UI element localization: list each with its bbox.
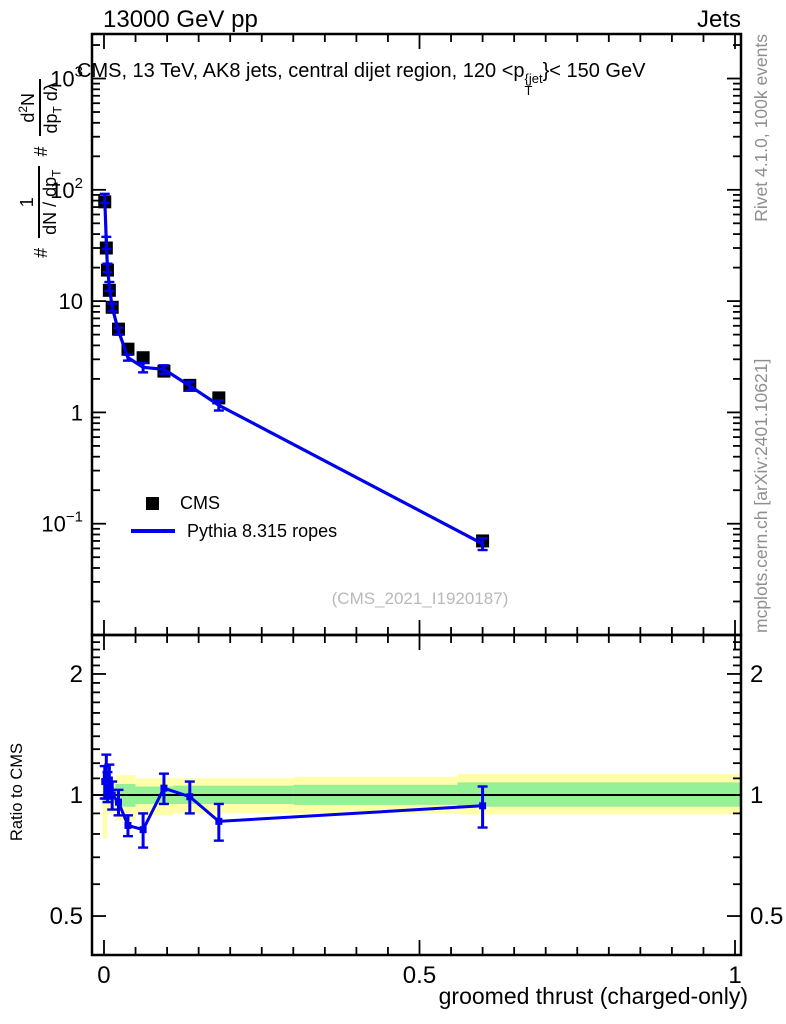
beam-energy-title: 13000 GeV pp <box>103 6 258 33</box>
mcplots-reference-text: mcplots.cern.ch [arXiv:2401.10621] <box>751 358 771 633</box>
condition-subscript: T <box>524 83 533 98</box>
x-tick-label: 1 <box>728 962 741 989</box>
ratio-data-point <box>215 817 223 825</box>
pt-jet-subsup: {jet T <box>524 71 543 98</box>
ylabel-hash-2: # <box>30 146 51 157</box>
ratio-y-tick-label-right: 1 <box>750 782 763 809</box>
ratio-y-tick-label-left: 0.5 <box>50 903 83 930</box>
legend-item-pythia: Pythia 8.315 ropes <box>131 517 337 545</box>
watermark: (CMS_2021_I1920187) <box>331 589 509 608</box>
cms-data-point <box>136 351 150 365</box>
condition-superscript: {jet <box>524 71 543 86</box>
outer-uncertainty-band <box>102 778 108 839</box>
cms-square-marker <box>146 496 159 510</box>
x-axis-title: groomed thrust (charged-only) <box>438 983 748 1009</box>
ratio-data-point <box>186 793 194 801</box>
analysis-group-title: Jets <box>696 6 741 33</box>
condition-text: CMS, 13 TeV, AK8 jets, central dijet reg… <box>77 60 645 97</box>
axis-ticks <box>92 34 741 955</box>
ratio-y-tick-label-left: 1 <box>70 782 83 809</box>
ratio-data-point <box>124 821 132 829</box>
condition-suffix: }< 150 GeV <box>542 60 646 82</box>
main-y-tick-label: 10 <box>59 289 83 314</box>
series-pythia <box>99 192 488 552</box>
ratio-data-point <box>101 778 109 786</box>
ratio-data-point <box>105 776 113 784</box>
ylabel-hash-1: # <box>30 247 51 258</box>
ratio-data-point <box>139 826 147 834</box>
ylabel-fraction-1: 1 dN / dpT <box>17 166 64 238</box>
ratio-data-point <box>479 802 487 810</box>
ratio-series <box>99 753 488 849</box>
ratio-data-point <box>103 782 111 790</box>
condition-prefix: CMS, 13 TeV, AK8 jets, central dijet reg… <box>77 60 525 82</box>
legend: CMS Pythia 8.315 ropes <box>131 489 337 545</box>
main-y-tick-label: 102 <box>50 175 83 203</box>
x-tick-label: 0.5 <box>403 962 436 989</box>
legend-label-cms: CMS <box>180 492 220 513</box>
ratio-y-tick-label-left: 2 <box>70 661 83 688</box>
ratio-y-tick-label-right: 2 <box>750 661 763 688</box>
ratio-data-point <box>108 791 116 799</box>
ratio-data-point <box>160 784 168 792</box>
ratio-y-axis-label: Ratio to CMS <box>8 742 26 842</box>
pythia-line <box>103 198 484 546</box>
main-y-axis-label: # 1 dN / dpT # d2N dpT dλ <box>10 35 72 303</box>
ratio-data-point <box>115 798 123 806</box>
pythia-line-marker <box>131 529 175 533</box>
ylabel-fraction-2: d2N dpT dλ <box>16 79 65 137</box>
rivet-version-text: Rivet 4.1.0, 100k events <box>751 34 771 222</box>
legend-label-pythia: Pythia 8.315 ropes <box>187 520 338 541</box>
ratio-y-tick-label-right: 0.5 <box>750 903 783 930</box>
x-tick-label: 0 <box>97 962 110 989</box>
main-y-tick-label: 10−1 <box>41 509 83 537</box>
legend-item-cms: CMS <box>131 489 337 517</box>
main-y-tick-label: 1 <box>71 400 83 425</box>
